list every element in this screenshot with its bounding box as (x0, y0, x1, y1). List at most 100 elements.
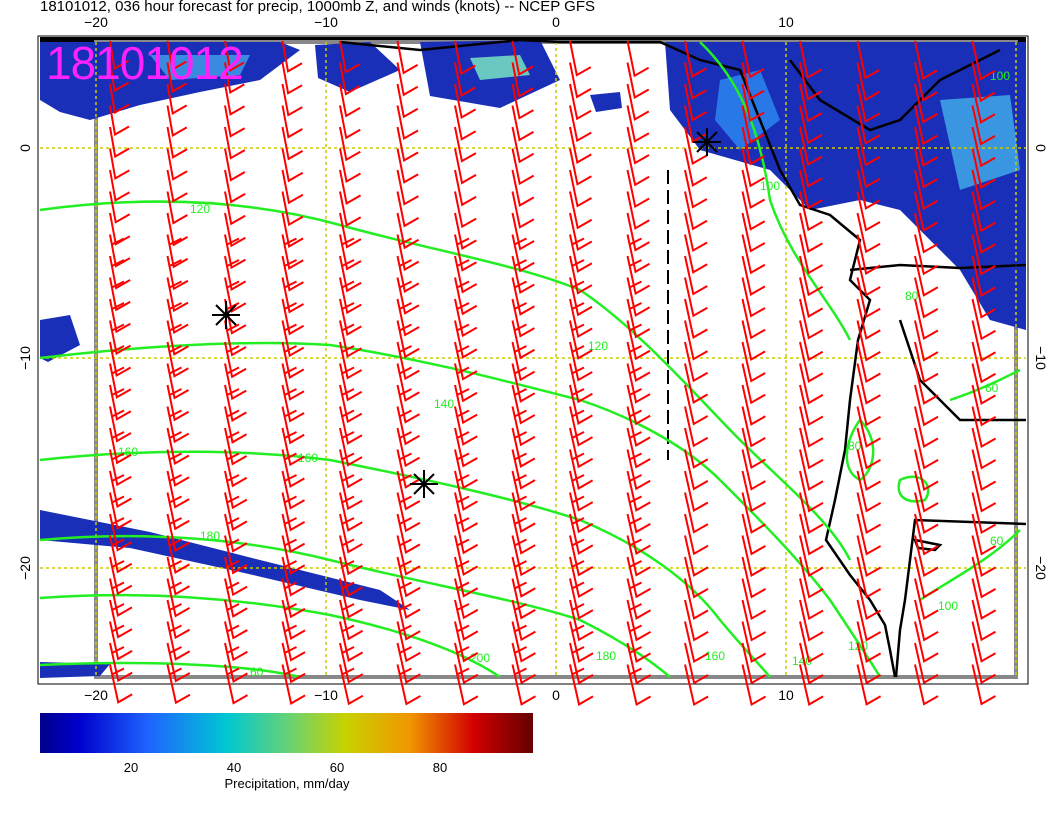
wind-barb (856, 169, 881, 210)
wind-barb (339, 427, 363, 467)
wind-barb (396, 621, 421, 663)
wind-barb (281, 664, 306, 705)
wind-barb (569, 363, 593, 404)
wind-barb (741, 664, 767, 707)
wind-barb (914, 384, 939, 427)
wind-barb (511, 470, 536, 512)
wind-barb (799, 105, 823, 145)
wind-barb (454, 427, 478, 468)
wind-barb (626, 384, 651, 426)
wind-barb (799, 556, 824, 599)
wind-barb (166, 83, 188, 115)
wind-barb (684, 556, 709, 599)
wind-barb (109, 621, 133, 661)
contour-label: 120 (190, 202, 210, 216)
wind-barb (281, 513, 306, 554)
wind-barb (339, 212, 362, 249)
wind-barb (281, 449, 305, 488)
wind-barb (396, 535, 421, 576)
wind-barb (511, 320, 535, 360)
wind-barb (224, 599, 248, 640)
wind-barb (396, 148, 419, 184)
x-tick-top: −20 (84, 14, 108, 30)
wind-barb (971, 298, 996, 341)
wind-barb (971, 578, 997, 620)
wind-barb (454, 578, 479, 620)
wind-barb (281, 427, 305, 467)
wind-barb (914, 212, 939, 254)
wind-barb (626, 599, 651, 642)
wind-barb (741, 384, 766, 426)
wind-barb (914, 427, 939, 470)
wind-barb (109, 234, 131, 268)
wind-barb (396, 277, 420, 315)
wind-barb (684, 191, 708, 231)
wind-barb (856, 642, 882, 685)
x-tick-top: 0 (552, 14, 560, 30)
wind-barb (454, 363, 478, 403)
wind-barb (511, 234, 535, 273)
wind-barb (971, 148, 996, 189)
wind-barb (914, 470, 939, 513)
y-tick-left: −20 (17, 556, 33, 580)
wind-barb (281, 40, 303, 73)
wind-barb (109, 83, 130, 115)
wind-barb (224, 169, 246, 204)
wind-barb (741, 320, 766, 361)
wind-barb (741, 363, 766, 405)
wind-barb (856, 212, 881, 254)
wind-barb (856, 298, 881, 340)
wind-barb (511, 341, 536, 382)
wind-barb (166, 513, 190, 553)
wind-barb (569, 191, 593, 230)
wind-barb (856, 449, 881, 491)
wind-barb (741, 578, 767, 621)
wind-barb (339, 599, 364, 641)
wind-barb (511, 40, 534, 76)
wind-barb (856, 406, 881, 448)
wind-barb (339, 578, 363, 619)
wind-barb (454, 513, 479, 555)
wind-barb (971, 406, 997, 449)
wind-barb (166, 191, 188, 225)
wind-barb (166, 642, 191, 683)
wind-barb (454, 449, 478, 490)
wind-barb (569, 406, 593, 447)
wind-barb (914, 599, 939, 642)
wind-barb (684, 535, 709, 577)
contour-label: 160 (118, 445, 138, 459)
colorbar-tick: 80 (432, 760, 448, 775)
wind-barb (914, 449, 939, 492)
wind-barb (281, 341, 305, 379)
wind-barb (971, 341, 996, 384)
wind-barb (684, 169, 708, 209)
wind-barb (799, 406, 824, 448)
wind-barb (684, 406, 709, 448)
wind-barb (914, 642, 939, 685)
wind-barb (166, 62, 187, 94)
wind-barb (799, 341, 824, 383)
wind-barb (109, 320, 131, 356)
wind-barb (569, 169, 592, 208)
wind-barb (109, 492, 132, 530)
wind-barb (396, 664, 421, 706)
wind-barb (684, 148, 708, 187)
x-tick-bottom: 0 (552, 687, 560, 703)
wind-barb (109, 277, 131, 312)
wind-barb (339, 169, 362, 205)
wind-barb (741, 148, 765, 188)
wind-barb (741, 83, 765, 123)
wind-barb (224, 148, 246, 182)
wind-barb (511, 406, 536, 447)
wind-barb (511, 492, 536, 533)
map-title: 18101012, 036 hour forecast for precip, … (40, 0, 595, 15)
wind-barb (396, 427, 421, 468)
wind-barb (799, 470, 824, 513)
wind-barb (971, 83, 996, 124)
wind-barb (914, 341, 939, 384)
wind-barb (799, 255, 824, 297)
wind-barb (224, 40, 245, 72)
wind-barb (396, 492, 421, 533)
wind-barb (741, 492, 766, 534)
wind-barb (626, 126, 650, 165)
